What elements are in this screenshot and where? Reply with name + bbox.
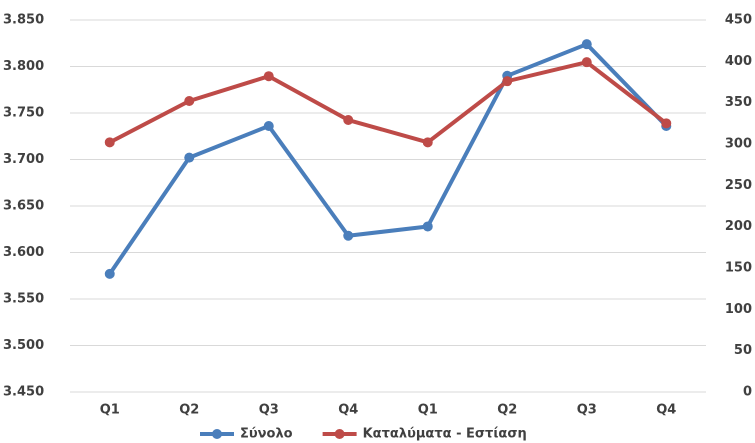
- point: [263, 71, 274, 82]
- point: [502, 76, 513, 87]
- legend-marker: [334, 429, 345, 439]
- x-tick-label: Q2: [179, 403, 199, 418]
- y-tick-label: 3.650: [3, 199, 44, 214]
- y-tick-label: 3.550: [3, 292, 44, 307]
- x-tick-label: Q1: [418, 403, 438, 418]
- point: [422, 137, 433, 148]
- legend-label: Καταλύματα - Εστίαση: [363, 427, 527, 442]
- y2-tick-label: 100: [725, 302, 752, 317]
- y-tick-label: 3.500: [3, 338, 44, 353]
- point: [184, 96, 195, 107]
- y2-tick-label: 350: [725, 95, 752, 110]
- point: [661, 118, 672, 129]
- point: [581, 39, 592, 50]
- x-tick-label: Q4: [656, 403, 676, 418]
- point: [581, 57, 592, 68]
- y2-tick-label: 0: [743, 385, 752, 400]
- point: [343, 230, 354, 241]
- y-tick-label: 3.750: [3, 106, 44, 121]
- point: [263, 121, 274, 132]
- point: [422, 221, 433, 232]
- y-tick-label: 3.600: [3, 245, 44, 260]
- legend-label: Σύνολο: [240, 427, 293, 442]
- y2-tick-label: 150: [725, 261, 752, 276]
- y-tick-label: 3.700: [3, 152, 44, 167]
- point: [343, 115, 354, 126]
- legend-item: Σύνολο: [200, 427, 293, 442]
- point: [104, 268, 115, 279]
- x-tick-label: Q3: [259, 403, 279, 418]
- legend-marker: [212, 429, 222, 439]
- y2-tick-label: 250: [725, 178, 752, 193]
- y2-tick-label: 200: [725, 219, 752, 234]
- y2-tick-label: 50: [734, 343, 752, 358]
- y-tick-label: 3.450: [3, 385, 44, 400]
- y-tick-label: 3.850: [3, 13, 44, 28]
- y2-tick-label: 450: [725, 13, 752, 28]
- x-tick-label: Q4: [338, 403, 358, 418]
- series-line: [108, 60, 668, 145]
- point: [104, 137, 115, 148]
- y2-tick-label: 400: [725, 54, 752, 69]
- x-tick-label: Q2: [497, 403, 517, 418]
- legend-item: Καταλύματα - Εστίαση: [322, 427, 527, 442]
- y-tick-label: 3.800: [3, 59, 44, 74]
- x-tick-label: Q1: [100, 403, 120, 418]
- point: [184, 152, 195, 163]
- y2-tick-label: 300: [725, 137, 752, 152]
- series-line: [108, 42, 668, 276]
- x-tick-label: Q3: [577, 403, 597, 418]
